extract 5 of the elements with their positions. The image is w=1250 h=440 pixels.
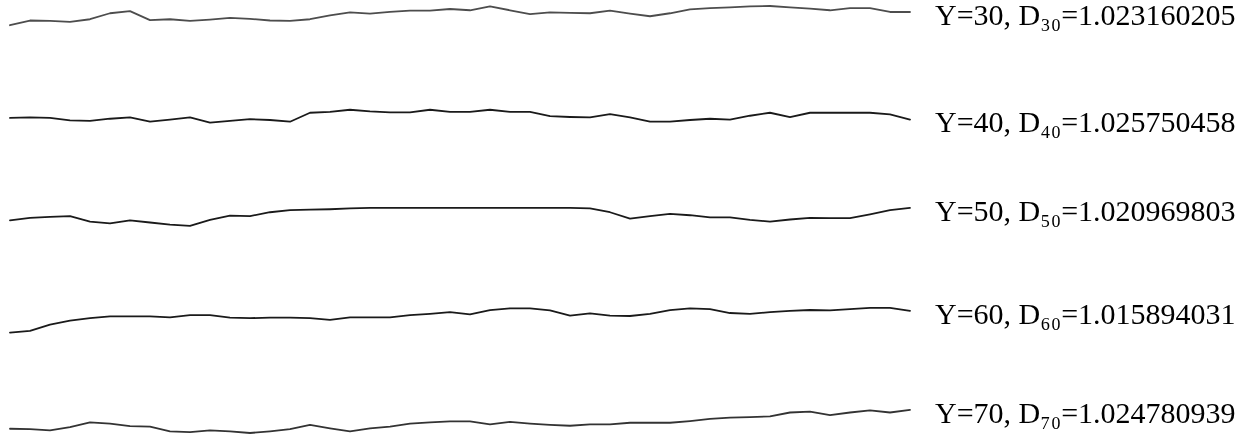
series-label: Y=40, D₄₀=1.025750458: [935, 105, 1236, 139]
series-label: Y=30, D₃₀=1.023160205: [935, 0, 1236, 31]
series-label: Y=50, D₅₀=1.020969803: [935, 193, 1236, 227]
series-label: Y=60, D₆₀=1.015894031: [935, 296, 1236, 330]
series-label: Y=70, D₇₀=1.024780939: [935, 395, 1236, 429]
